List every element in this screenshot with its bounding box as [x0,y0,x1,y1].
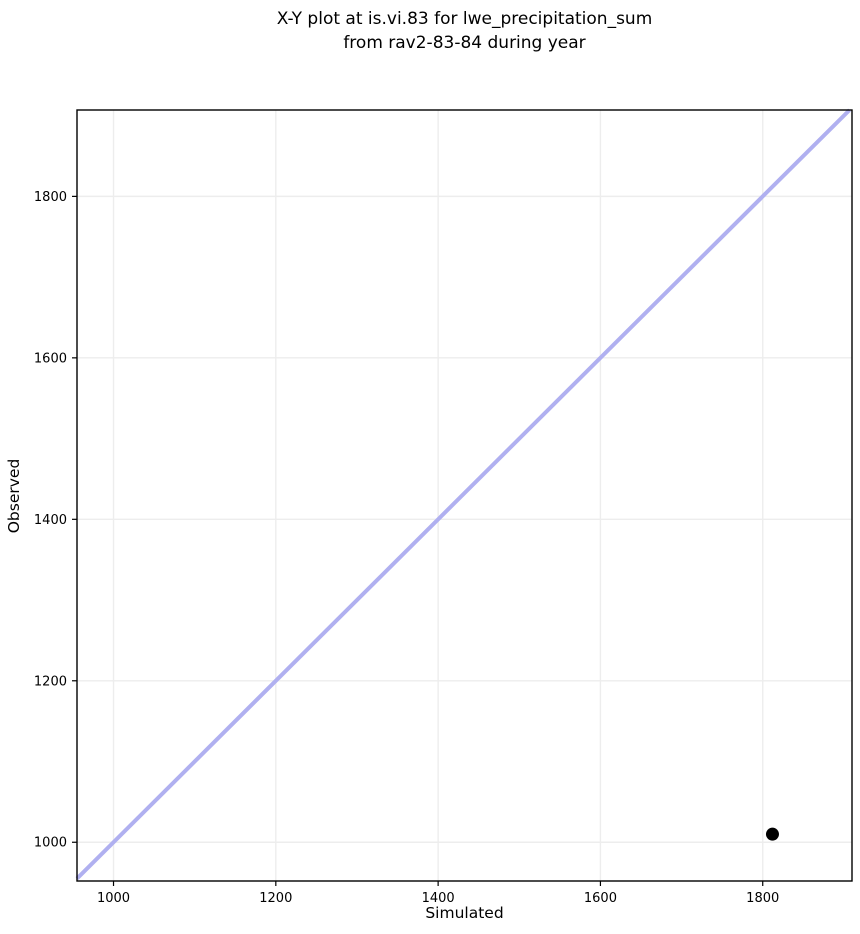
x-tick-label: 1800 [746,891,779,906]
y-tick-label: 1000 [34,836,67,851]
chart-title-line-2: from rav2-83-84 during year [343,33,586,53]
y-tick-label: 1600 [34,351,67,366]
one-to-one-line [75,108,851,880]
x-axis-label: Simulated [425,904,504,922]
y-tick-label: 1200 [34,674,67,689]
chart-title: X-Y plot at is.vi.83 for lwe_precipitati… [77,7,852,55]
x-tick-label: 1600 [584,891,617,906]
chart-title-line-1: X-Y plot at is.vi.83 for lwe_precipitati… [276,9,653,29]
plot-border [76,109,853,882]
y-tick-label: 1400 [34,513,67,528]
y-axis-label: Observed [5,458,23,534]
x-tick-label: 1000 [97,891,130,906]
x-tick-label: 1400 [422,891,455,906]
x-tick-label: 1200 [259,891,292,906]
data-point [765,827,779,841]
y-tick-label: 1800 [34,190,67,205]
